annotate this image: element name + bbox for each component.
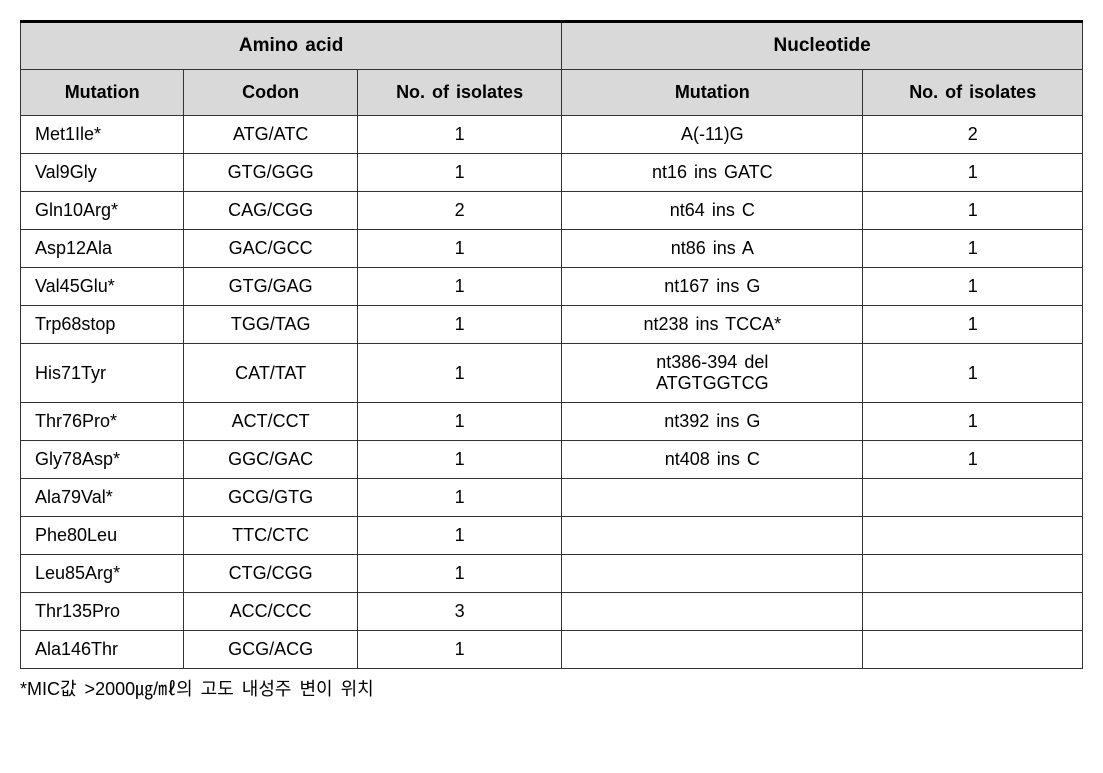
codon-cell: GTG/GAG [184, 268, 358, 306]
aa-mutation-cell: Gln10Arg* [21, 192, 184, 230]
nt-mutation-cell: nt408 ins C [562, 441, 863, 479]
aa-mutation-cell: Met1Ile* [21, 116, 184, 154]
group-header-row: Amino acid Nucleotide [21, 22, 1083, 70]
codon-cell: CAT/TAT [184, 344, 358, 403]
aa-mutation-cell: Val45Glu* [21, 268, 184, 306]
codon-cell: GCG/ACG [184, 631, 358, 669]
aa-isolates-cell: 1 [357, 517, 561, 555]
nt-isolates-cell: 1 [863, 230, 1083, 268]
codon-cell: ATG/ATC [184, 116, 358, 154]
nt-isolates-cell: 1 [863, 192, 1083, 230]
nt-mutation-cell [562, 479, 863, 517]
codon-cell: TGG/TAG [184, 306, 358, 344]
table-row: Val45Glu*GTG/GAG1nt167 ins G1 [21, 268, 1083, 306]
nt-isolates-cell: 1 [863, 306, 1083, 344]
table-row: Thr76Pro*ACT/CCT1nt392 ins G1 [21, 403, 1083, 441]
amino-acid-group-header: Amino acid [21, 22, 562, 70]
aa-mutation-cell: Val9Gly [21, 154, 184, 192]
nt-mutation-cell [562, 517, 863, 555]
nt-mutation-cell: nt386-394 delATGTGGTCG [562, 344, 863, 403]
nt-mutation-cell: nt64 ins C [562, 192, 863, 230]
codon-cell: ACT/CCT [184, 403, 358, 441]
table-row: Leu85Arg*CTG/CGG1 [21, 555, 1083, 593]
aa-mutation-cell: Gly78Asp* [21, 441, 184, 479]
table-row: Val9GlyGTG/GGG1nt16 ins GATC1 [21, 154, 1083, 192]
nt-isolates-cell [863, 517, 1083, 555]
aa-isolates-cell: 1 [357, 154, 561, 192]
nt-mutation-header: Mutation [562, 70, 863, 116]
nt-mutation-cell [562, 631, 863, 669]
nt-mutation-cell: A(-11)G [562, 116, 863, 154]
nt-mutation-cell [562, 555, 863, 593]
codon-cell: ACC/CCC [184, 593, 358, 631]
nt-mutation-cell: nt86 ins A [562, 230, 863, 268]
aa-isolates-cell: 2 [357, 192, 561, 230]
nt-isolates-cell: 2 [863, 116, 1083, 154]
nt-isolates-cell: 1 [863, 268, 1083, 306]
nt-isolates-cell [863, 593, 1083, 631]
table-row: Trp68stopTGG/TAG1nt238 ins TCCA*1 [21, 306, 1083, 344]
nt-mutation-cell: nt238 ins TCCA* [562, 306, 863, 344]
nt-isolates-cell: 1 [863, 154, 1083, 192]
codon-header: Codon [184, 70, 358, 116]
aa-mutation-cell: His71Tyr [21, 344, 184, 403]
aa-mutation-header: Mutation [21, 70, 184, 116]
table-row: Ala146ThrGCG/ACG1 [21, 631, 1083, 669]
table-row: Ala79Val*GCG/GTG1 [21, 479, 1083, 517]
codon-cell: CTG/CGG [184, 555, 358, 593]
aa-isolates-cell: 1 [357, 268, 561, 306]
aa-mutation-cell: Phe80Leu [21, 517, 184, 555]
table-row: Gln10Arg*CAG/CGG2nt64 ins C1 [21, 192, 1083, 230]
aa-isolates-cell: 1 [357, 555, 561, 593]
sub-header-row: Mutation Codon No. of isolates Mutation … [21, 70, 1083, 116]
table-footnote: *MIC값 >2000㎍/㎖의 고도 내성주 변이 위치 [20, 675, 1083, 701]
nt-isolates-header: No. of isolates [863, 70, 1083, 116]
table-row: Thr135ProACC/CCC3 [21, 593, 1083, 631]
aa-isolates-cell: 1 [357, 441, 561, 479]
table-row: Met1Ile*ATG/ATC1A(-11)G2 [21, 116, 1083, 154]
nt-mutation-cell: nt16 ins GATC [562, 154, 863, 192]
codon-cell: GTG/GGG [184, 154, 358, 192]
aa-isolates-cell: 1 [357, 116, 561, 154]
aa-isolates-cell: 1 [357, 631, 561, 669]
aa-isolates-cell: 1 [357, 403, 561, 441]
table-row: Phe80LeuTTC/CTC1 [21, 517, 1083, 555]
nt-isolates-cell: 1 [863, 403, 1083, 441]
table-row: Asp12AlaGAC/GCC1nt86 ins A1 [21, 230, 1083, 268]
aa-mutation-cell: Trp68stop [21, 306, 184, 344]
table-row: Gly78Asp*GGC/GAC1nt408 ins C1 [21, 441, 1083, 479]
aa-mutation-cell: Asp12Ala [21, 230, 184, 268]
aa-isolates-cell: 1 [357, 479, 561, 517]
nt-isolates-cell: 1 [863, 344, 1083, 403]
aa-isolates-cell: 1 [357, 344, 561, 403]
codon-cell: GAC/GCC [184, 230, 358, 268]
aa-mutation-cell: Thr76Pro* [21, 403, 184, 441]
aa-mutation-cell: Ala79Val* [21, 479, 184, 517]
table-body: Met1Ile*ATG/ATC1A(-11)G2Val9GlyGTG/GGG1n… [21, 116, 1083, 669]
nt-isolates-cell [863, 479, 1083, 517]
aa-isolates-cell: 3 [357, 593, 561, 631]
nt-mutation-cell: nt167 ins G [562, 268, 863, 306]
nt-mutation-cell: nt392 ins G [562, 403, 863, 441]
nt-isolates-cell: 1 [863, 441, 1083, 479]
aa-mutation-cell: Ala146Thr [21, 631, 184, 669]
table-row: His71TyrCAT/TAT1nt386-394 delATGTGGTCG1 [21, 344, 1083, 403]
nt-mutation-cell [562, 593, 863, 631]
mutation-table: Amino acid Nucleotide Mutation Codon No.… [20, 20, 1083, 669]
nt-isolates-cell [863, 631, 1083, 669]
aa-mutation-cell: Leu85Arg* [21, 555, 184, 593]
codon-cell: GCG/GTG [184, 479, 358, 517]
nucleotide-group-header: Nucleotide [562, 22, 1083, 70]
aa-isolates-header: No. of isolates [357, 70, 561, 116]
codon-cell: GGC/GAC [184, 441, 358, 479]
mutation-table-container: Amino acid Nucleotide Mutation Codon No.… [20, 20, 1083, 701]
nt-isolates-cell [863, 555, 1083, 593]
aa-mutation-cell: Thr135Pro [21, 593, 184, 631]
codon-cell: TTC/CTC [184, 517, 358, 555]
codon-cell: CAG/CGG [184, 192, 358, 230]
aa-isolates-cell: 1 [357, 306, 561, 344]
aa-isolates-cell: 1 [357, 230, 561, 268]
